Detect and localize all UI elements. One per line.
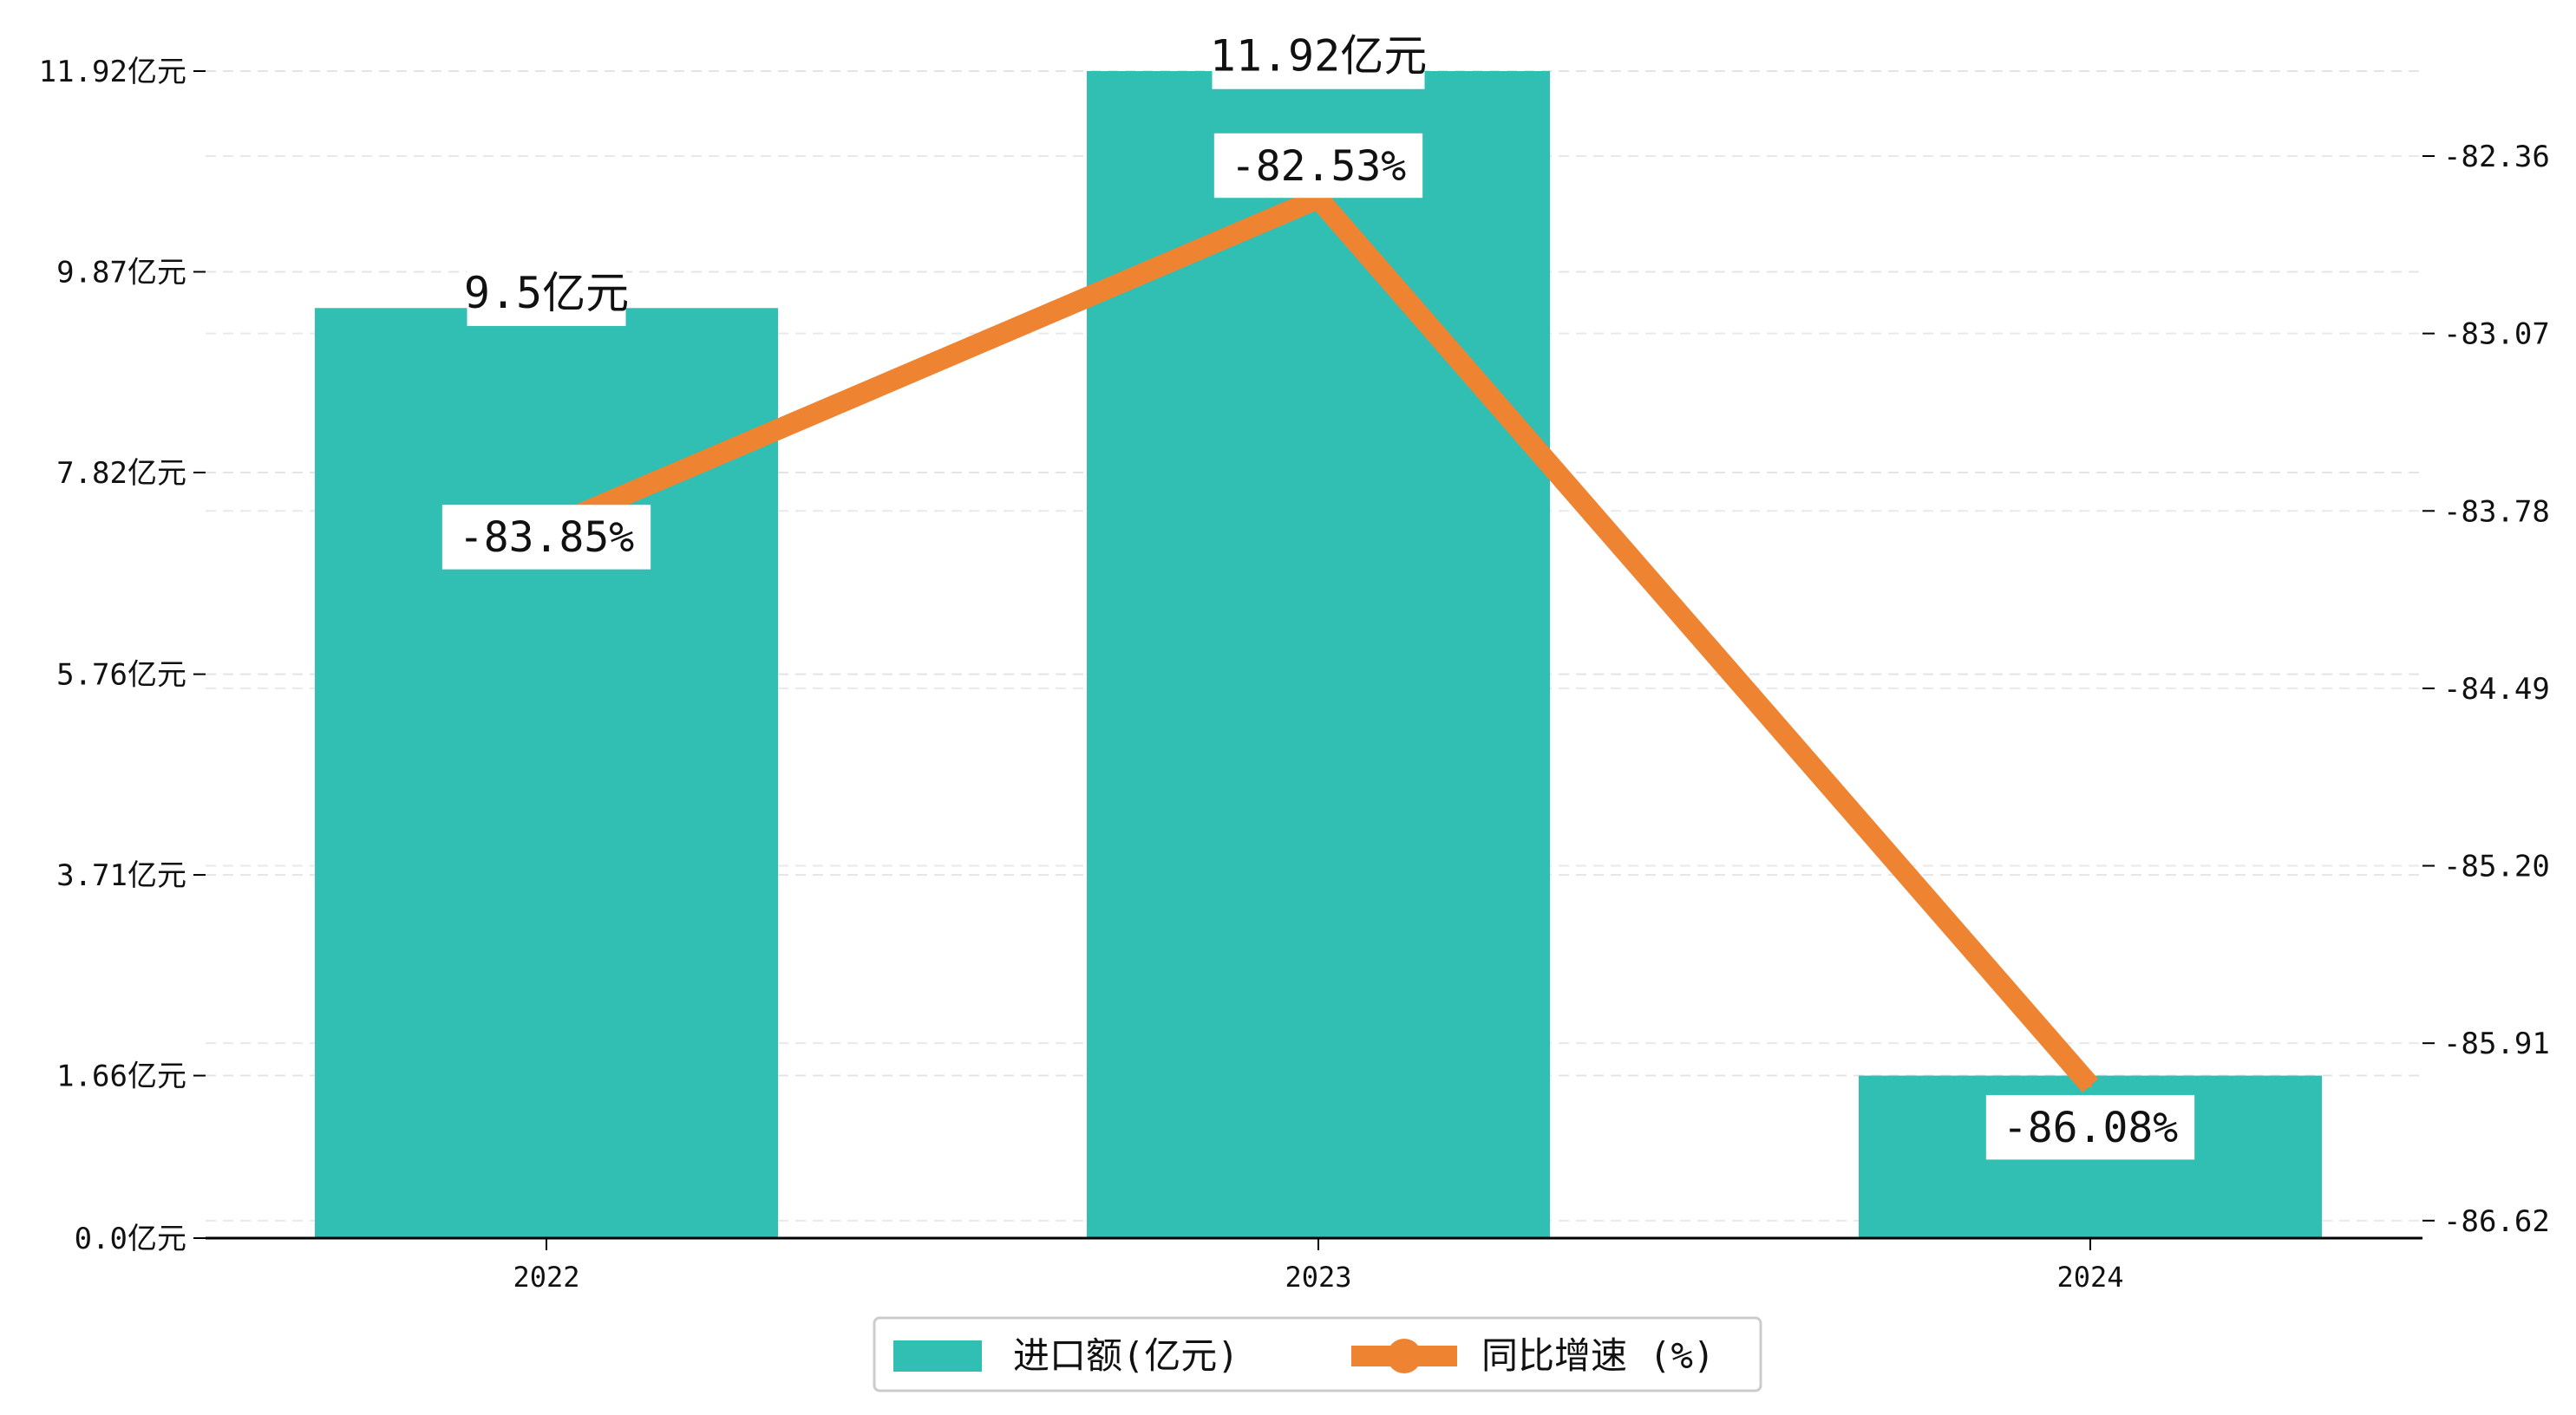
bar-2022 — [315, 308, 778, 1238]
legend-box — [873, 1316, 1762, 1392]
legend-line-marker — [1387, 1339, 1422, 1373]
right-tick-label: -86.62 — [2443, 1204, 2550, 1239]
axis-layer: 2022 2023 2024 0.0亿元 1.66亿元 3.71亿元 5.76亿元 7.82亿… — [39, 55, 2550, 1294]
x-tick-label: 2022 — [513, 1261, 579, 1294]
bar-layer — [315, 71, 2322, 1238]
left-tick-label: 3.71亿元 — [56, 858, 186, 893]
left-tick-label: 0.0亿元 — [75, 1222, 186, 1256]
x-tick-label: 2023 — [1285, 1261, 1351, 1294]
left-tick-label: 1.66亿元 — [56, 1060, 186, 1094]
growth-label-2022-text: -83.85% — [459, 513, 634, 562]
left-tick-label: 7.82亿元 — [56, 456, 186, 491]
x-tick-label: 2024 — [2056, 1261, 2123, 1294]
label-layer: 9.5亿元 11.92亿元 -83.85% -82.53% -86.08% — [441, 22, 2195, 1160]
left-tick-label: 9.87亿元 — [56, 255, 186, 290]
left-tick-label: 5.76亿元 — [56, 658, 186, 693]
bar-value-label-2023-text: 11.92亿元 — [1210, 31, 1428, 82]
legend-layer: 进口额(亿元) 同比增速 (%) — [873, 1316, 1762, 1392]
legend-bar-swatch — [893, 1340, 982, 1372]
right-tick-label: -83.78 — [2443, 494, 2550, 529]
bar-value-label-2023-box — [1212, 22, 1425, 89]
bar-value-label-2022-box — [467, 258, 626, 327]
right-tick-label: -85.91 — [2443, 1027, 2550, 1061]
growth-rate-point-2024 — [2089, 1084, 2092, 1088]
growth-label-2024: -86.08% — [1985, 1094, 2195, 1160]
growth-label-2024-text: -86.08% — [2003, 1104, 2178, 1152]
growth-label-2023-box — [1213, 133, 1423, 199]
growth-label-2024-box — [1985, 1094, 2195, 1160]
bar-value-label-2023: 11.92亿元 — [1210, 22, 1428, 89]
right-tick-label: -83.07 — [2443, 317, 2550, 352]
bar-2023 — [1087, 71, 1550, 1238]
growth-label-2023: -82.53% — [1213, 133, 1423, 199]
right-tick-label: -84.49 — [2443, 672, 2550, 707]
right-tick-label: -82.36 — [2443, 140, 2550, 174]
right-tick-label: -85.20 — [2443, 850, 2550, 884]
legend-bar-label: 进口额(亿元) — [1013, 1334, 1239, 1377]
growth-label-2022-box — [441, 505, 651, 570]
growth-label-2023-text: -82.53% — [1231, 142, 1406, 191]
legend-line-label: 同比增速 (%) — [1481, 1334, 1715, 1377]
growth-label-2022: -83.85% — [441, 505, 651, 570]
bar-value-label-2022-text: 9.5亿元 — [464, 268, 629, 318]
left-tick-label: 11.92亿元 — [39, 55, 186, 89]
bar-value-label-2022: 9.5亿元 — [464, 258, 629, 327]
